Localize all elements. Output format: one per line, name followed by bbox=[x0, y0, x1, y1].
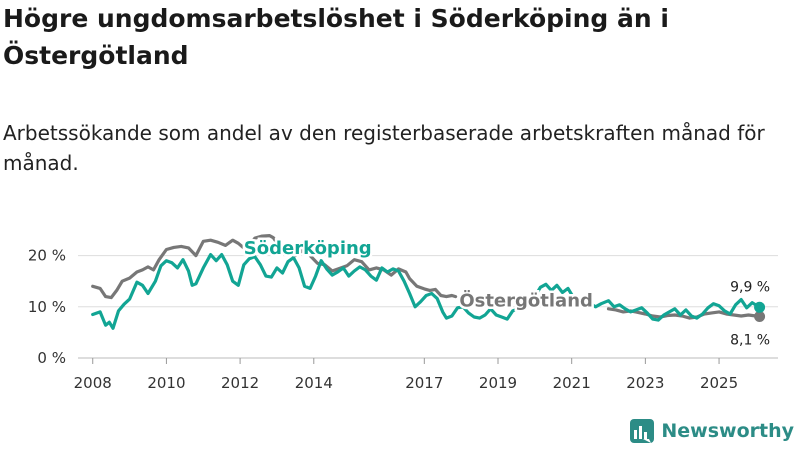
ostergotland-end-value: 8,1 % bbox=[730, 333, 770, 349]
x-tick-label: 2014 bbox=[295, 374, 333, 392]
x-tick-label: 2025 bbox=[700, 374, 738, 392]
ostergotland-line bbox=[91, 234, 279, 300]
soderkoping-label: Söderköping bbox=[244, 238, 372, 259]
newsworthy-logo[interactable]: Newsworthy bbox=[629, 418, 794, 444]
series-group bbox=[91, 234, 766, 330]
soderkoping-end-value: 9,9 % bbox=[730, 279, 770, 295]
soderkoping-end-dot bbox=[754, 301, 766, 313]
x-tick-label: 2019 bbox=[479, 374, 517, 392]
soderkoping-line bbox=[91, 253, 762, 330]
y-axis: 0 % 10 % 20 % bbox=[28, 247, 66, 367]
x-tick-label: 2012 bbox=[221, 374, 259, 392]
x-tick-label: 2017 bbox=[405, 374, 443, 392]
x-tick-label: 2023 bbox=[626, 374, 664, 392]
x-tick-label: 2008 bbox=[74, 374, 112, 392]
y-tick-label: 0 % bbox=[37, 349, 66, 367]
ostergotland-label: Östergötland bbox=[459, 289, 593, 311]
x-axis: 2008 2010 2012 2014 2017 2019 2021 2023 2025 bbox=[74, 358, 738, 392]
chart-subtitle: Arbetssökande som andel av den registerb… bbox=[3, 121, 765, 175]
x-tick-label: 2010 bbox=[147, 374, 185, 392]
chart-title: Högre ungdomsarbetslöshet i Söderköping … bbox=[3, 4, 669, 70]
newsworthy-icon bbox=[630, 419, 655, 443]
ostergotland-end-dot bbox=[754, 311, 766, 323]
brand-name: Newsworthy bbox=[661, 420, 794, 442]
x-tick-label: 2021 bbox=[553, 374, 591, 392]
y-tick-label: 10 % bbox=[28, 298, 66, 316]
series-labels: Östergötland Söderköping 8,1 % 9,9 % bbox=[241, 236, 770, 349]
y-tick-label: 20 % bbox=[28, 247, 66, 265]
grid-lines bbox=[78, 255, 778, 359]
